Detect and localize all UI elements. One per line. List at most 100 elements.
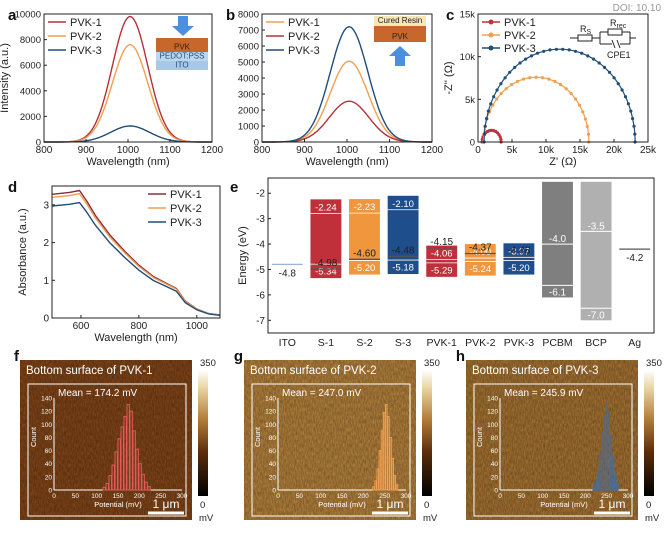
plot-frame [477, 13, 649, 143]
energy-label-bottom: -7.0 [587, 310, 605, 321]
histogram-bar [598, 453, 602, 491]
arrow-up-icon [389, 46, 411, 66]
legend-entry: PVK-3 [170, 217, 202, 229]
colorbar-max: 350 [424, 358, 440, 369]
map-title: Bottom surface of PVK-3 [472, 365, 599, 377]
x-tick-label: 1200 [201, 145, 224, 156]
energy-label-bottom: -5.29 [431, 265, 453, 276]
histogram-y-tick: 60 [491, 448, 499, 455]
histogram-bar [605, 402, 608, 491]
stack-layer [156, 61, 208, 70]
colorbar-max: 350 [646, 358, 662, 369]
energy-label-bottom: -5.34 [315, 267, 337, 278]
y-tick-label: 0 [36, 138, 41, 149]
y-tick-label: 3 [43, 200, 49, 211]
legend-entry: PVK-1 [170, 189, 202, 201]
scale-bar-label: 1 μm [153, 497, 180, 511]
energy-bar-S-2 [349, 199, 380, 275]
panel-g: Bottom surface of PVK-20 50 100 150 200 250 30… [244, 358, 440, 524]
subscript: S [587, 29, 592, 36]
histogram-bar [132, 430, 136, 491]
legend-marker [488, 32, 494, 38]
colorbar-unit: mV [199, 513, 214, 524]
histogram-x-label: Potential (mV) [540, 500, 588, 509]
category-label: ITO [279, 337, 296, 349]
histogram-bar [382, 411, 386, 491]
x-tick-label: 20k [606, 145, 623, 156]
potential-map-texture [20, 360, 192, 520]
series-line-PVK-3 [262, 26, 432, 143]
histogram-bar [129, 410, 133, 491]
histogram-y-tick: 100 [41, 422, 52, 429]
x-tick-label: 15k [572, 145, 589, 156]
histogram-bar [601, 431, 604, 491]
y-tick-label: 8000 [20, 35, 41, 46]
histogram-x-tick: 150 [113, 493, 124, 500]
histogram-y-tick: 0 [48, 488, 52, 495]
x-tick-label: 900 [296, 145, 313, 156]
panel-h: Bottom surface of PVK-30 50 100 150 200 250 30… [466, 358, 662, 524]
x-tick-label: 5k [507, 145, 519, 156]
x-tick-label: 1200 [421, 145, 444, 156]
plot-frame [51, 185, 221, 319]
panel-letter-f: f [14, 348, 20, 365]
histogram-bar [603, 415, 606, 491]
legend-entry: PVK-1 [70, 17, 102, 29]
histogram-bar [615, 484, 619, 491]
y-tick-label: 0 [43, 314, 49, 325]
panel-letter-b: b [226, 7, 235, 24]
histogram-y-tick: 80 [45, 435, 53, 442]
energy-bar-S-1 [310, 199, 342, 279]
energy-label-bottom: -6.1 [549, 287, 567, 298]
legend-marker [488, 45, 494, 51]
map-title: Bottom surface of PVK-2 [250, 365, 377, 377]
histogram-bar [395, 484, 399, 491]
stack-layer-label: PVK [174, 43, 191, 52]
histogram-x-tick: 0 [498, 493, 502, 500]
histogram-bar [607, 411, 610, 491]
x-axis-label: Wavelength (nm) [86, 156, 169, 168]
circuit-label-rrec: Rrec [610, 18, 627, 30]
x-tick-label: 25k [640, 145, 657, 156]
histogram-x-tick: 300 [623, 493, 634, 500]
histogram-x-tick: 250 [155, 493, 166, 500]
energy-label-top: -2.24 [315, 202, 337, 213]
legend-entry: PVK-2 [70, 31, 102, 43]
stack-layer [156, 38, 208, 52]
histogram-bar [613, 473, 617, 491]
y-tick-label: 8000 [238, 10, 259, 21]
plot-frame [267, 177, 655, 334]
x-tick-label: 900 [78, 145, 95, 156]
histogram-y-tick: 140 [487, 396, 498, 403]
histogram-bar [391, 457, 394, 491]
histogram-bar [609, 434, 613, 491]
histogram-y-tick: 140 [265, 396, 276, 403]
histogram-x-tick: 300 [401, 493, 412, 500]
histogram-bar [594, 481, 598, 491]
energy-label-top: -3.97 [508, 246, 530, 257]
histogram-bar [389, 436, 392, 491]
panel-letter-a: a [8, 7, 17, 24]
histogram-y-tick: 40 [491, 461, 499, 468]
scale-bar-label: 1 μm [599, 497, 626, 511]
energy-label-top: -4.0 [549, 234, 567, 245]
y-tick-label: -2 [256, 189, 265, 200]
x-tick-label: 1000 [117, 145, 140, 156]
work-function-label: -4.48 [392, 245, 415, 256]
scale-bar-label: 1 μm [377, 497, 404, 511]
energy-label-top: -2.10 [392, 199, 414, 210]
panel-f: Bottom surface of PVK-10 50 100 150 200 250 30… [20, 358, 216, 524]
energy-bar-PCBM [542, 181, 573, 298]
histogram-x-tick: 50 [72, 493, 80, 500]
histogram-y-tick: 60 [269, 448, 277, 455]
histogram-bar [393, 475, 397, 491]
mean-label: Mean = 174.2 mV [58, 388, 138, 399]
histogram-bar [376, 468, 380, 491]
x-tick-label: 1100 [379, 145, 401, 156]
histogram-x-tick: 150 [337, 493, 348, 500]
circuit-label-cpe: CPE1 [607, 50, 631, 60]
series-line-PVK-2 [262, 100, 432, 143]
stack-layer-label: ITO [175, 61, 188, 70]
histogram-x-tick: 250 [601, 493, 612, 500]
